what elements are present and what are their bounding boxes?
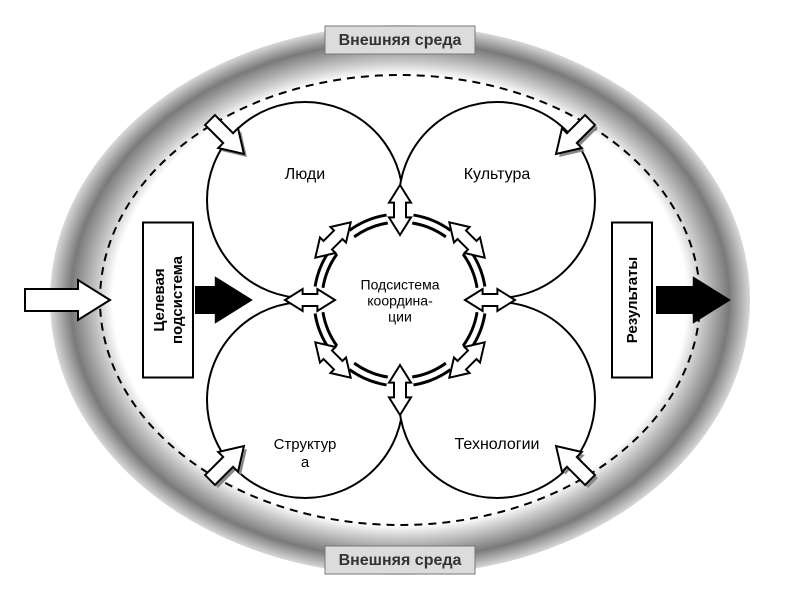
subsystem-people-label: Люди bbox=[285, 166, 325, 183]
center-label: Подсистема bbox=[361, 277, 440, 293]
svg-text:Результаты: Результаты bbox=[624, 257, 641, 343]
subsystem-structure-label: а bbox=[301, 454, 310, 471]
goal-subsystem-label: Целеваяподсистема bbox=[151, 255, 186, 344]
center-label: ции bbox=[388, 309, 412, 325]
subsystem-culture-label: Культура bbox=[464, 166, 531, 183]
center-label: координа- bbox=[367, 293, 433, 309]
env-label-top: Внешняя среда bbox=[339, 32, 462, 49]
subsystem-structure-label: Структур bbox=[274, 436, 337, 453]
svg-text:подсистема: подсистема bbox=[169, 255, 186, 344]
results-label: Результаты bbox=[624, 257, 641, 343]
env-label-bottom: Внешняя среда bbox=[339, 552, 462, 569]
subsystem-technology-label: Технологии bbox=[455, 436, 540, 453]
svg-text:Целевая: Целевая bbox=[151, 268, 168, 331]
